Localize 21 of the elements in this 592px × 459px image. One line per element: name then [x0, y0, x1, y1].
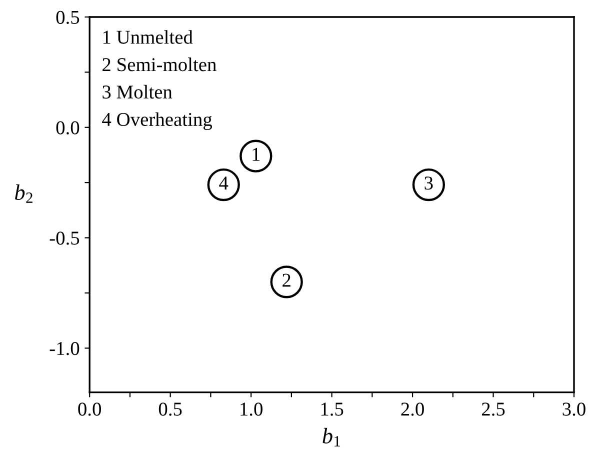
- annotation: 4 Overheating: [102, 112, 212, 130]
- annotation: 1 Unmelted: [103, 30, 193, 44]
- y-tick-label: 0.0: [56, 121, 80, 134]
- x-axis-title: b$_{1}$: [322, 428, 340, 446]
- annotation: 3 Molten: [102, 84, 172, 99]
- x-tick-label: 0.5: [158, 402, 182, 416]
- y-axis-title: b$_{2}$: [15, 184, 32, 203]
- x-tick-label: 3.0: [562, 402, 586, 416]
- x-tick-label: 2.0: [401, 402, 424, 416]
- x-tick-label: 1.0: [240, 402, 262, 416]
- y-tick-label: 0.5: [56, 10, 80, 24]
- x-tick-label: 1.5: [321, 402, 344, 416]
- x-tick-label: 0.0: [78, 402, 102, 416]
- y-tick-label: -1.0: [50, 342, 80, 356]
- annotation: 1: [252, 148, 260, 161]
- annotation: 3: [424, 176, 433, 190]
- y-tick-label: -0.5: [50, 232, 80, 245]
- annotation: 4: [219, 176, 228, 190]
- x-tick-label: 2.5: [482, 402, 505, 416]
- annotation: 2 Semi-molten: [102, 58, 216, 72]
- annotation: 2: [282, 274, 290, 287]
